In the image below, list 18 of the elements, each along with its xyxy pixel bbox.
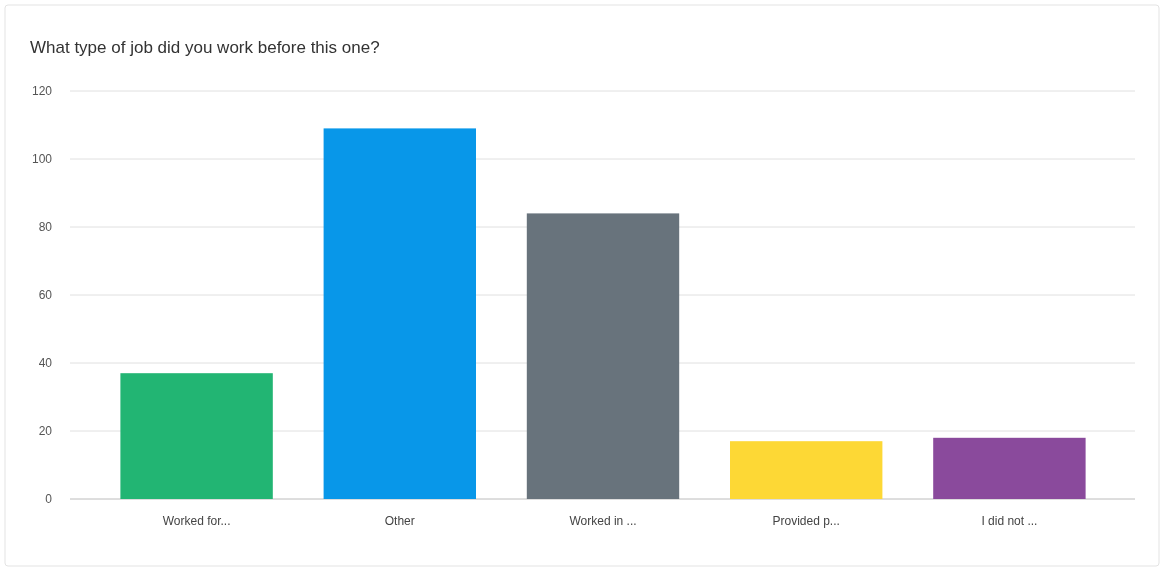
bar [933,437,1086,499]
y-tick-label: 40 [38,356,53,371]
chart-title: What type of job did you work before this one? [30,38,380,57]
bar [730,441,883,499]
bar [526,213,680,499]
x-tick-label: I did not ... [981,514,1038,528]
y-tick-label: 100 [31,152,53,167]
x-tick-label: Worked in ... [569,514,637,528]
bar [120,373,273,499]
x-tick-label: Other [384,514,415,528]
y-tick-label: 0 [45,492,53,507]
y-tick-label: 120 [31,84,53,99]
y-tick-label: 20 [38,424,53,439]
x-tick-label: Provided p... [772,514,840,528]
x-tick-label: Worked for... [162,514,231,528]
bar [323,128,476,499]
y-tick-label: 80 [38,220,53,235]
y-tick-label: 60 [38,288,53,303]
